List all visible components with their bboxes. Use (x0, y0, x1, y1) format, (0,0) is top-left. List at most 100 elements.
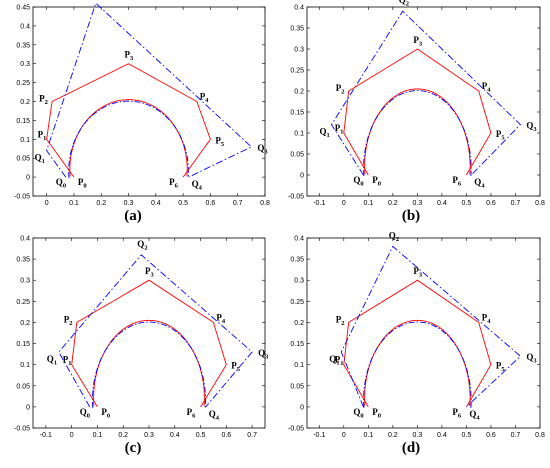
y-tick-label: 0.1 (294, 362, 304, 369)
y-tick-label: 0.05 (16, 156, 30, 163)
y-tick-label: 0.2 (20, 99, 30, 106)
point-label-p1: P1 (335, 355, 344, 368)
point-label-q4: Q4 (469, 409, 480, 422)
control-polygon-q (330, 10, 522, 176)
chart-panel-c: -0.1 0 0.1 0.2 0.3 0.4 0.5 0.6 0.7 -0.05 0 0.05 0.1 0… (0, 231, 275, 463)
x-tick-label: 0.5 (178, 200, 188, 207)
y-tick-label: 0.05 (290, 383, 304, 390)
x-tick-label: 0.2 (96, 200, 106, 207)
chart-svg-d: -0.1 0 0.1 0.2 0.3 0.4 0.5 0.6 0.7 0.8 -0.05 0 0.05 0… (288, 230, 545, 439)
y-tick-label: -0.05 (14, 426, 30, 433)
chart-svg-b: -0.1 0 0.1 0.2 0.3 0.4 0.5 0.6 0.7 0.8 -0.05 0 0.05 0… (288, 0, 545, 207)
y-tick-label: 0.2 (294, 320, 304, 327)
y-tick-label: 0.2 (20, 320, 30, 327)
x-tick-label: 0.4 (170, 432, 180, 439)
y-tick-label: 0.35 (290, 257, 304, 264)
x-tick-label: 0.5 (462, 432, 472, 439)
plot-area-b (306, 6, 541, 197)
point-label-q1: Q1 (35, 153, 45, 166)
y-tick-label: 0.1 (20, 362, 30, 369)
x-tick-label: 0.4 (437, 432, 447, 439)
y-tick-label: 0.1 (20, 137, 30, 144)
x-tick-label: 0.1 (69, 200, 79, 207)
y-tick-label: 0.35 (16, 42, 30, 49)
x-tick-label: 0.6 (486, 200, 496, 207)
point-label-p5: P5 (231, 361, 241, 374)
point-label-p3: P3 (413, 35, 423, 48)
point-label-q0: Q0 (353, 407, 363, 420)
y-tick-label: 0.15 (290, 110, 304, 117)
point-label-p6: P6 (452, 407, 462, 420)
x-tick-label: -0.1 (40, 432, 52, 439)
x-tick-label: 0 (342, 432, 346, 439)
x-tick-label: 0 (70, 432, 74, 439)
point-label-p3: P3 (125, 50, 135, 63)
y-tick-label: 0.3 (294, 278, 304, 285)
x-tick-label: 0.7 (247, 432, 257, 439)
point-label-p0: P0 (78, 177, 87, 190)
y-tick-label: 0.3 (20, 278, 30, 285)
x-tick-label: 0.1 (363, 200, 373, 207)
point-label-q2: Q2 (137, 239, 147, 252)
x-tick-label: 0.2 (388, 432, 398, 439)
x-tick-label: 0.6 (206, 200, 216, 207)
point-label-q1: Q1 (329, 354, 339, 367)
point-label-q3: Q3 (258, 348, 269, 361)
point-label-p0: P0 (101, 407, 110, 420)
y-tick-label: 0.25 (16, 299, 30, 306)
point-label-q0: Q0 (353, 175, 363, 188)
y-tick-label: 0.05 (290, 152, 304, 159)
caption-a: (a) (124, 208, 142, 224)
y-tick-label: 0.4 (20, 236, 30, 243)
point-label-p4: P4 (482, 81, 492, 94)
point-label-q0: Q0 (80, 407, 90, 420)
red-curve (364, 319, 471, 407)
point-label-p5: P5 (496, 129, 506, 142)
point-label-q1: Q1 (47, 354, 57, 367)
x-tick-label: 0.4 (437, 200, 447, 207)
point-label-q0: Q0 (56, 177, 66, 190)
y-tick-label: 0.05 (16, 383, 30, 390)
point-label-p4: P4 (216, 312, 226, 325)
point-label-q4: Q4 (209, 409, 220, 422)
x-tick-label: 0.7 (511, 432, 521, 439)
blue-curve (68, 100, 189, 179)
point-label-q1: Q1 (320, 127, 330, 140)
x-tick-label: 0.7 (233, 200, 243, 207)
x-tick-label: 0.7 (511, 200, 521, 207)
control-polygon-q (340, 245, 522, 408)
x-tick-label: 0.6 (221, 432, 231, 439)
point-label-p4: P4 (482, 312, 492, 325)
point-label-p2: P2 (39, 94, 48, 107)
chart-panel-d: -0.1 0 0.1 0.2 0.3 0.4 0.5 0.6 0.7 0.8 -0.05 0 0.05 0… (275, 230, 550, 463)
y-tick-label: 0.45 (16, 5, 30, 12)
control-polygon-p (343, 48, 492, 176)
x-tick-label: 0.6 (486, 432, 496, 439)
x-tick-label: 0.3 (124, 200, 134, 207)
point-label-p0: P0 (372, 407, 381, 420)
point-label-p5: P5 (215, 135, 225, 148)
control-polygon-p (71, 279, 227, 408)
point-label-p2: P2 (64, 314, 73, 327)
point-label-p4: P4 (200, 92, 210, 105)
point-label-p3: P3 (413, 266, 423, 279)
x-tick-label: 0.4 (151, 200, 161, 207)
point-label-p2: P2 (336, 314, 345, 327)
x-tick-label: 0.2 (118, 432, 128, 439)
y-tick-label: 0.35 (16, 257, 30, 264)
x-tick-label: 0.5 (196, 432, 206, 439)
y-tick-label: 0.25 (290, 299, 304, 306)
y-tick-label: 0.2 (294, 89, 304, 96)
caption-d: (d) (401, 440, 421, 456)
y-tick-label: 0.25 (290, 68, 304, 75)
y-tick-label: 0.15 (16, 341, 30, 348)
y-tick-label: 0.4 (294, 5, 304, 12)
caption-b: (b) (401, 208, 421, 224)
caption-c: (c) (124, 440, 142, 456)
red-curve (364, 88, 471, 175)
chart-panel-b: -0.1 0 0.1 0.2 0.3 0.4 0.5 0.6 0.7 0.8 -0.05 0 0.05 0… (275, 0, 550, 231)
point-label-q3: Q3 (526, 352, 537, 365)
blue-curve (92, 321, 206, 408)
x-tick-label: 0 (342, 200, 346, 207)
point-label-q3: Q3 (526, 121, 537, 134)
